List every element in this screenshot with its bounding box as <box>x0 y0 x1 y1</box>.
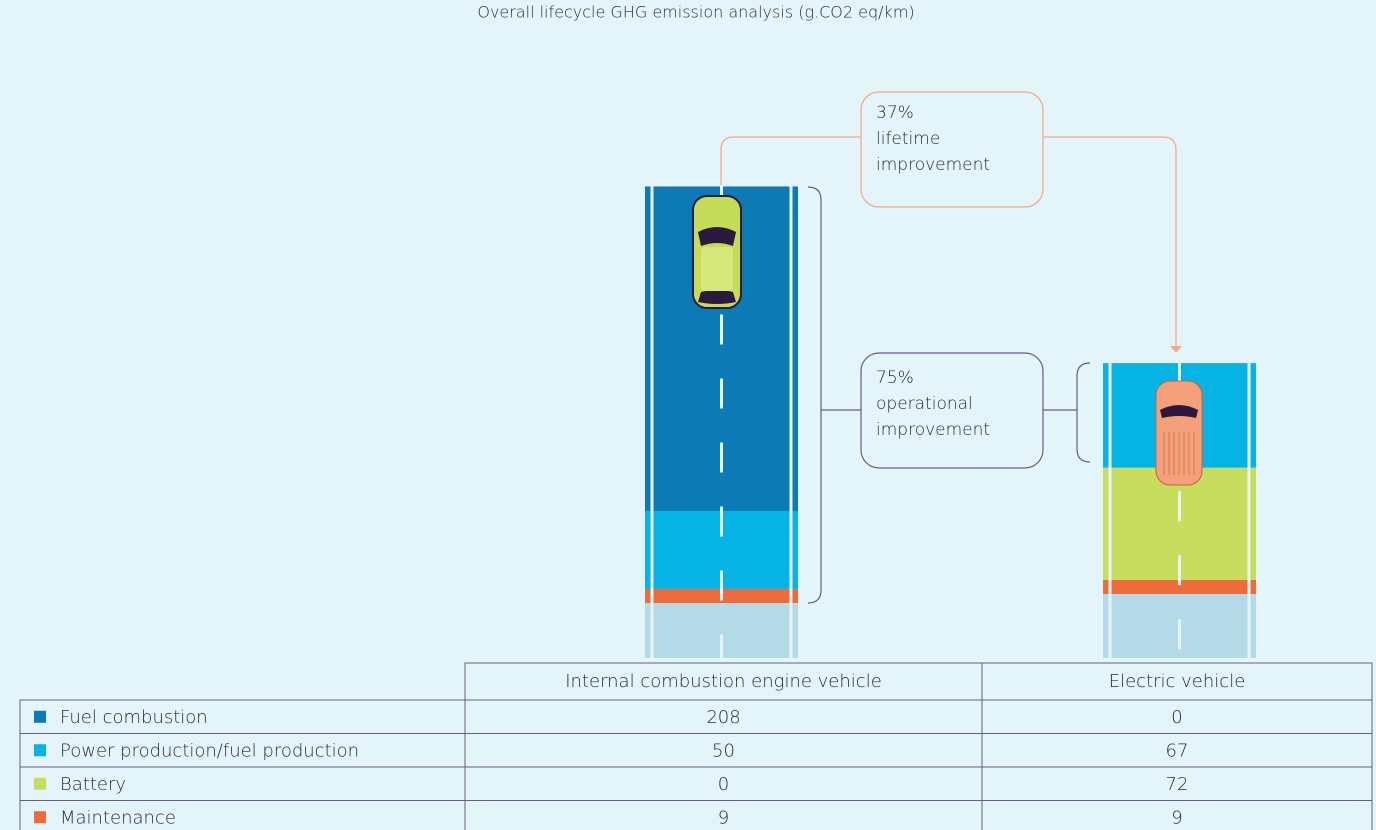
row-label: Battery <box>60 774 126 795</box>
table-value: 0 <box>1171 707 1182 728</box>
table-row <box>20 801 1372 830</box>
legend-swatch <box>34 778 46 790</box>
column-header: Electric vehicle <box>1109 671 1246 692</box>
legend-swatch <box>34 711 46 723</box>
row-label: Fuel combustion <box>60 707 208 728</box>
table-value: 9 <box>1171 807 1182 828</box>
table-row <box>20 700 1372 734</box>
row-label: Power production/fuel production <box>60 740 359 761</box>
annotation-text: improvement <box>876 420 990 440</box>
legend-swatch <box>34 744 46 756</box>
table-value: 208 <box>706 707 740 728</box>
annotation-text: 37% <box>876 103 914 123</box>
annotation-text: lifetime <box>876 129 940 149</box>
table-value: 0 <box>718 774 729 795</box>
ev-car <box>1156 381 1202 485</box>
page: {"chart_data": {"type": "stacked-bar", "… <box>0 0 1376 830</box>
annotation-text: operational <box>876 394 973 414</box>
annotation-text: 75% <box>876 368 914 388</box>
row-label: Maintenance <box>60 807 176 828</box>
legend-swatch <box>34 811 46 823</box>
annotation-text: improvement <box>876 155 990 175</box>
chart-title: Overall lifecycle GHG emission analysis … <box>477 3 914 22</box>
table-value: 72 <box>1166 774 1189 795</box>
table-value: 9 <box>718 807 729 828</box>
table-value: 67 <box>1166 740 1189 761</box>
column-header: Internal combustion engine vehicle <box>565 671 882 692</box>
ice-car <box>693 196 741 308</box>
arrow-head <box>1170 346 1182 353</box>
table-value: 50 <box>712 740 735 761</box>
data-table: Internal combustion engine vehicle Electr… <box>20 663 1372 830</box>
chart: Overall lifecycle GHG emission analysis … <box>0 0 1376 830</box>
